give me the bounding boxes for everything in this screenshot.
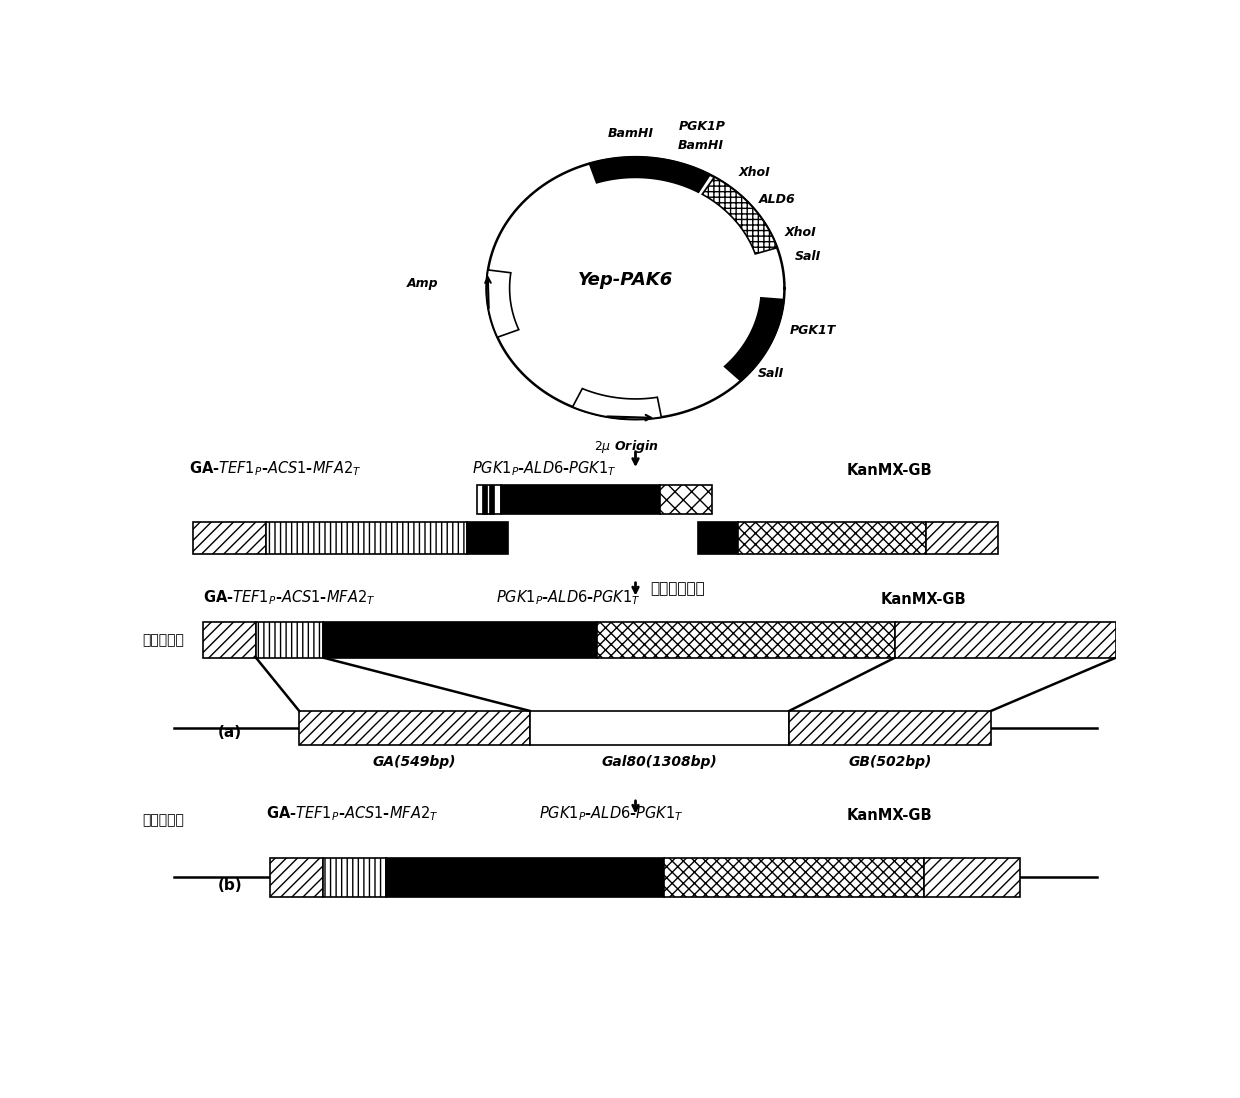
Text: GA-$\it{TEF1}$$\it{_{P}}$-$\it{ACS1}$-$\it{MFA2_{T}}$: GA-$\it{TEF1}$$\it{_{P}}$-$\it{ACS1}$-$\… (265, 805, 438, 824)
Bar (895, 623, 1116, 658)
Text: (a): (a) (217, 726, 242, 740)
Text: ALD6: ALD6 (759, 193, 796, 206)
Polygon shape (724, 298, 784, 381)
Bar (698, 523, 738, 554)
Bar (660, 485, 713, 514)
Bar (270, 858, 324, 897)
Bar (386, 858, 665, 897)
Bar (467, 523, 507, 554)
Bar (203, 623, 255, 658)
Text: BamHI: BamHI (608, 127, 653, 141)
Bar (490, 485, 495, 514)
Polygon shape (573, 389, 661, 419)
Text: GA(549bp): GA(549bp) (373, 754, 456, 769)
Bar (665, 858, 924, 897)
Bar (481, 485, 486, 514)
Text: XhoI: XhoI (785, 226, 817, 239)
Text: GA-$\it{TEF1}$$\it{_{P}}$-$\it{ACS1}$-$\it{MFA2_{T}}$: GA-$\it{TEF1}$$\it{_{P}}$-$\it{ACS1}$-$\… (203, 589, 376, 607)
Text: 酵母染色体: 酵母染色体 (141, 813, 184, 827)
Bar (926, 523, 998, 554)
Bar (789, 710, 991, 744)
Text: 酵母染色体: 酵母染色体 (141, 632, 184, 647)
Text: PGK1T: PGK1T (790, 324, 836, 337)
Text: 酵母同源重组: 酵母同源重组 (650, 582, 704, 596)
Bar (477, 485, 501, 514)
Text: $\it{PGK1_{P}}$-$\it{ALD6}$-$\it{PGK1_{T}}$: $\it{PGK1_{P}}$-$\it{ALD6}$-$\it{PGK1_{T… (472, 460, 618, 479)
Bar (255, 623, 324, 658)
Bar (324, 623, 596, 658)
Bar (193, 523, 265, 554)
Polygon shape (702, 177, 777, 254)
Bar (924, 858, 1021, 897)
Bar (596, 623, 895, 658)
Bar (324, 858, 386, 897)
Text: XhoI: XhoI (738, 166, 770, 179)
Text: GB(502bp): GB(502bp) (848, 754, 931, 769)
Text: PGK1P: PGK1P (678, 121, 725, 134)
Text: GA-$\it{TEF1}$$\it{_{P}}$-$\it{ACS1}$-$\it{MFA2_{T}}$: GA-$\it{TEF1}$$\it{_{P}}$-$\it{ACS1}$-$\… (188, 460, 361, 479)
Text: SalI: SalI (758, 367, 784, 380)
Text: Gal80(1308bp): Gal80(1308bp) (601, 754, 718, 769)
Text: KanMX-GB: KanMX-GB (847, 463, 932, 479)
Text: $\it{PGK1_{P}}$-$\it{ALD6}$-$\it{PGK1_{T}}$: $\it{PGK1_{P}}$-$\it{ALD6}$-$\it{PGK1_{T… (539, 805, 684, 824)
Text: KanMX-GB: KanMX-GB (880, 592, 966, 607)
Bar (299, 710, 529, 744)
Bar (738, 523, 926, 554)
Text: $2\mu$ Origin: $2\mu$ Origin (594, 438, 658, 455)
Text: SalI: SalI (795, 249, 821, 262)
Text: Yep-PAK6: Yep-PAK6 (578, 271, 673, 289)
Bar (529, 710, 789, 744)
Polygon shape (486, 270, 518, 337)
Text: Amp: Amp (407, 278, 439, 291)
Text: KanMX-GB: KanMX-GB (847, 808, 932, 824)
Polygon shape (589, 157, 711, 192)
Bar (501, 485, 660, 514)
Text: $\it{PGK1_{P}}$-$\it{ALD6}$-$\it{PGK1_{T}}$: $\it{PGK1_{P}}$-$\it{ALD6}$-$\it{PGK1_{T… (496, 589, 641, 607)
Text: BamHI: BamHI (678, 139, 724, 152)
Bar (265, 523, 467, 554)
Text: (b): (b) (217, 877, 242, 893)
